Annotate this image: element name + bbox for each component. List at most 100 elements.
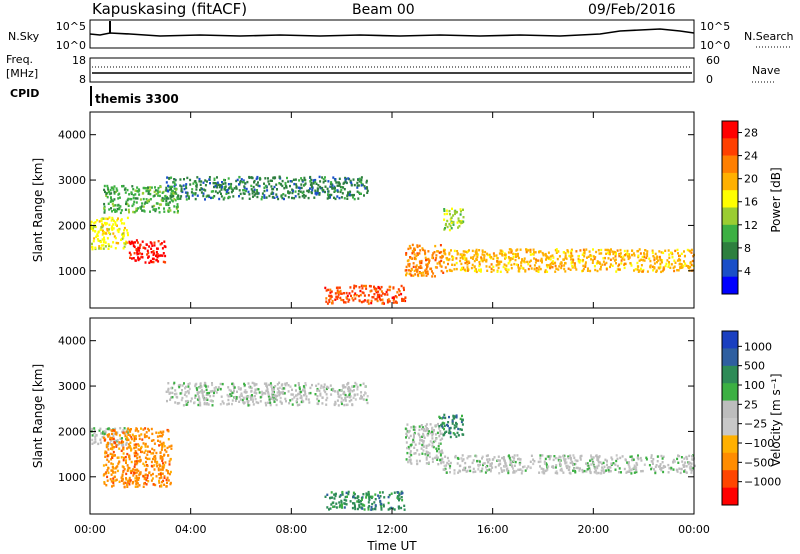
velocity-cell — [324, 495, 327, 498]
velocity-cell — [280, 391, 282, 394]
velocity-cell — [503, 459, 506, 462]
velocity-cell — [343, 390, 346, 394]
power-cell — [141, 209, 144, 212]
power-cell — [266, 189, 269, 192]
power-cell — [215, 182, 218, 185]
velocity-cell — [255, 401, 258, 404]
power-cell — [559, 262, 562, 265]
power-cell — [317, 184, 320, 187]
power-cell — [173, 181, 176, 184]
power-colorbar-cell — [722, 172, 738, 191]
power-cell — [415, 254, 418, 258]
velocity-cell — [597, 461, 600, 464]
power-cell — [309, 187, 311, 190]
velocity-cell — [573, 456, 576, 459]
power-cell — [360, 284, 363, 287]
power-cell — [524, 270, 527, 273]
power-cell — [439, 264, 442, 267]
velocity-cell — [359, 383, 362, 387]
power-cell — [127, 204, 130, 207]
velocity-cell — [422, 439, 425, 443]
power-cell — [380, 290, 383, 293]
velocity-cell — [656, 460, 659, 463]
velocity-cell — [406, 446, 408, 450]
power-cell — [498, 260, 501, 263]
velocity-cell — [443, 464, 446, 468]
velocity-cell — [280, 402, 283, 405]
velocity-cell — [113, 432, 116, 435]
power-cell — [116, 229, 119, 232]
velocity-cell — [599, 472, 602, 475]
power-cell — [243, 192, 246, 195]
velocity-cell — [490, 464, 493, 467]
velocity-cell — [291, 388, 293, 391]
power-cell — [535, 267, 538, 270]
power-cell — [345, 291, 348, 295]
velocity-cell — [574, 471, 577, 474]
power-cell — [330, 295, 333, 298]
power-cell — [552, 262, 555, 266]
power-cell — [418, 271, 421, 275]
velocity-cell — [425, 452, 428, 455]
power-cell — [500, 260, 503, 263]
power-cell — [329, 182, 332, 185]
power-cell — [690, 263, 693, 267]
power-cell — [345, 181, 348, 185]
power-cell — [612, 252, 615, 256]
power-cell — [104, 190, 106, 194]
velocity-cell — [380, 502, 383, 506]
velocity-cell — [117, 456, 120, 459]
velocity-cell — [331, 496, 334, 499]
power-cell — [102, 224, 105, 227]
power-cell — [607, 257, 610, 260]
velocity-cell — [504, 461, 507, 464]
velocity-cell — [107, 471, 110, 474]
velocity-cell — [215, 391, 218, 394]
velocity-cell — [142, 462, 145, 465]
power-cell — [361, 287, 364, 290]
velocity-cell — [466, 469, 469, 473]
power-cell — [263, 182, 265, 185]
velocity-cell — [274, 394, 277, 397]
power-cell — [664, 249, 667, 252]
power-cell — [560, 266, 563, 270]
power-cell — [413, 253, 416, 256]
velocity-cell — [332, 501, 335, 504]
velocity-cell — [109, 452, 112, 456]
power-cell — [271, 191, 274, 194]
power-cell — [114, 223, 117, 226]
velocity-cell — [524, 469, 527, 472]
power-cell — [558, 265, 561, 268]
velocity-xtick-label: 04:00 — [175, 523, 207, 536]
power-cell — [91, 248, 94, 251]
velocity-cell — [282, 390, 285, 394]
velocity-cell — [660, 469, 663, 472]
power-cell — [136, 197, 139, 200]
power-cell — [327, 288, 330, 292]
power-cell — [239, 181, 242, 184]
power-cell — [279, 182, 282, 186]
power-cell — [653, 256, 656, 259]
power-cell — [357, 184, 360, 187]
power-cell — [431, 270, 433, 273]
power-cell — [636, 268, 639, 271]
power-cell — [159, 243, 162, 246]
power-cell — [540, 257, 543, 261]
power-cell — [552, 260, 554, 263]
velocity-cell — [403, 508, 406, 511]
velocity-cell — [471, 461, 474, 465]
velocity-cell — [113, 454, 116, 457]
power-cell — [102, 229, 104, 232]
power-cell — [141, 202, 144, 205]
velocity-cell — [566, 465, 569, 468]
velocity-cell — [340, 503, 343, 506]
power-cell — [475, 258, 478, 261]
velocity-cell — [118, 480, 121, 483]
power-cell — [652, 269, 655, 272]
velocity-cell — [624, 458, 627, 461]
power-cell — [608, 249, 611, 252]
power-cell — [281, 184, 284, 188]
power-cell — [146, 188, 149, 191]
velocity-cell — [308, 392, 311, 395]
velocity-cell — [428, 430, 430, 433]
